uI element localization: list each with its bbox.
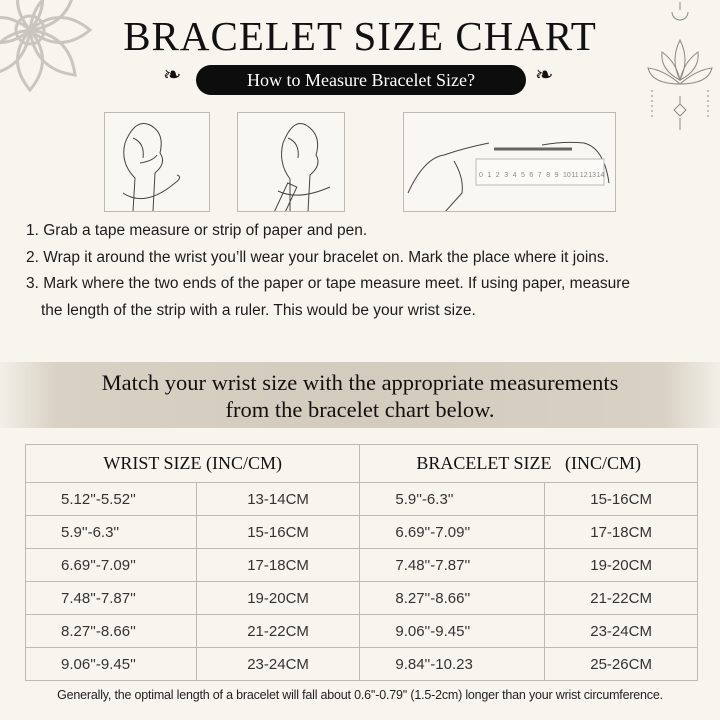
right-flourish-icon: ❧ — [535, 63, 554, 88]
ruler-number: 9 — [555, 172, 559, 179]
wrist-cm-cell: 13-14CM — [195, 482, 361, 516]
ruler-number: 11 — [571, 172, 578, 179]
bracelet-inches-cell: 7.48''-7.87'' — [359, 548, 546, 582]
wrist-inches-cell: 9.06''-9.45'' — [25, 647, 197, 681]
bracelet-cm-cell: 25-26CM — [544, 647, 698, 681]
bracelet-cm-cell: 23-24CM — [544, 614, 698, 648]
wrist-inches-cell: 8.27''-8.66'' — [25, 614, 197, 648]
wrist-inches-cell: 6.69''-7.09'' — [25, 548, 197, 582]
left-flourish-icon: ❧ — [163, 63, 182, 88]
ruler-number: 7 — [538, 172, 542, 179]
ruler-number: 4 — [513, 172, 517, 179]
ruler-number: 5 — [521, 172, 525, 179]
wrist-cm-cell: 15-16CM — [195, 515, 361, 549]
ruler-number: 13 — [588, 172, 596, 179]
hand-tape-wrap-icon — [122, 123, 181, 212]
ruler-number: 14 — [597, 172, 605, 179]
wrist-cm-cell: 17-18CM — [195, 548, 361, 582]
lotus-hanging-decoration — [647, 2, 713, 130]
wrist-cm-cell: 19-20CM — [195, 581, 361, 615]
table-header-row: WRIST SIZE (INC/CM) BRACELET SIZE (INC/C… — [24, 444, 698, 483]
ruler-number: 0 — [479, 172, 483, 179]
bracelet-cm-cell: 21-22CM — [544, 581, 698, 615]
ruler-number: 2 — [496, 172, 500, 179]
instruction-step: 1. Grab a tape measure or strip of paper… — [26, 222, 368, 239]
ruler-number: 12 — [580, 172, 588, 179]
table-row: 5.9''-6.3'' 15-16CM 6.69''-7.09'' 17-18CM — [25, 515, 698, 549]
subtitle-pill: How to Measure Bracelet Size? — [196, 65, 526, 95]
ruler-number: 8 — [546, 172, 550, 179]
bracelet-inches-cell: 9.06''-9.45'' — [359, 614, 546, 648]
table-row: 8.27''-8.66'' 21-22CM 9.06''-9.45'' 23-24CM — [25, 614, 698, 648]
footnote: Generally, the optimal length of a brace… — [57, 688, 663, 702]
table-row: 9.06''-9.45'' 23-24CM 9.84''-10.23 25-26CM — [25, 647, 698, 681]
table-row: 6.69''-7.09'' 17-18CM 7.48''-7.87'' 19-20CM — [25, 548, 698, 582]
table-row: 5.12''-5.52'' 13-14CM 5.9''-6.3'' 15-16CM — [25, 482, 698, 516]
header-wrist-size: WRIST SIZE (INC/CM) — [24, 444, 361, 483]
illustration-wrap-wrist — [104, 112, 210, 212]
instructions-list: 1. Grab a tape measure or strip of paper… — [26, 218, 630, 324]
bracelet-cm-cell: 17-18CM — [544, 515, 698, 549]
bracelet-inches-cell: 9.84''-10.23 — [359, 647, 546, 681]
ruler-number: 1 — [487, 172, 491, 179]
instruction-step-continued: the length of the strip with a ruler. Th… — [41, 301, 476, 319]
ruler-number: 3 — [504, 172, 508, 179]
bracelet-cm-cell: 15-16CM — [544, 482, 698, 516]
bracelet-inches-cell: 8.27''-8.66'' — [359, 581, 546, 615]
ruler-number: 6 — [529, 172, 533, 179]
hands-ruler-icon: 0 1 2 3 4 5 6 7 8 9 10 11 12 13 14 — [407, 141, 610, 214]
wrist-inches-cell: 5.9''-6.3'' — [25, 515, 197, 549]
illustration-ruler-measure: 0 1 2 3 4 5 6 7 8 9 10 11 12 13 14 — [403, 112, 616, 214]
wrist-inches-cell: 5.12''-5.52'' — [25, 482, 197, 516]
table-row: 7.48''-7.87'' 19-20CM 8.27''-8.66'' 21-22CM — [25, 581, 698, 615]
wrist-inches-cell: 7.48''-7.87'' — [25, 581, 197, 615]
hand-pen-mark-icon — [268, 123, 331, 229]
instruction-step: 2. Wrap it around the wrist you’ll wear … — [26, 248, 609, 266]
ruler-number: 10 — [563, 172, 571, 179]
page-title: BRACELET SIZE CHART — [123, 13, 597, 59]
mandala-flower-decoration — [0, 0, 93, 93]
wrist-cm-cell: 23-24CM — [195, 647, 361, 681]
bracelet-inches-cell: 5.9''-6.3'' — [359, 482, 546, 516]
wrist-cm-cell: 21-22CM — [195, 614, 361, 648]
banner-line: from the bracelet chart below. — [225, 397, 495, 422]
header-bracelet-size: BRACELET SIZE (INC/CM) — [359, 444, 698, 483]
instruction-step: 3. Mark where the two ends of the paper … — [26, 275, 630, 292]
bracelet-inches-cell: 6.69''-7.09'' — [359, 515, 546, 549]
banner-line: Match your wrist size with the appropria… — [101, 370, 619, 395]
match-banner: Match your wrist size with the appropria… — [0, 362, 720, 428]
bracelet-cm-cell: 19-20CM — [544, 548, 698, 582]
size-chart-table: WRIST SIZE (INC/CM) BRACELET SIZE (INC/C… — [24, 444, 698, 681]
illustration-mark-tape — [237, 112, 345, 229]
